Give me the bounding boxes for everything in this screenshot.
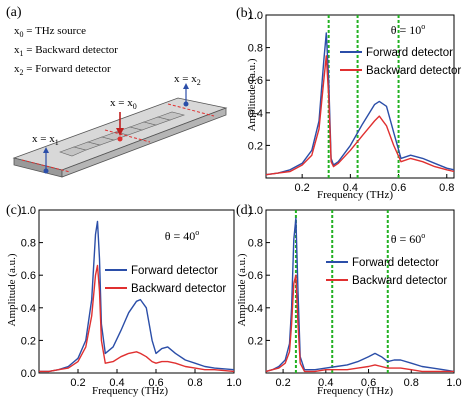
x-tick-label: 0.4 [318, 377, 333, 389]
legend-label: Backward detector [131, 283, 226, 295]
panel-c-label: (c) [6, 203, 22, 218]
legend-label: Forward detector [366, 47, 453, 59]
y-tick-label: 0.6 [21, 270, 36, 282]
y-tick-label: 0.8 [248, 43, 263, 55]
label-x1: x = x1 [32, 133, 59, 147]
legend-label: Forward detector [131, 265, 218, 277]
legend-x1: x1 = Backward detector [14, 44, 118, 58]
y-tick-label: 0.8 [248, 238, 263, 250]
x-tick-label: 0.8 [439, 182, 454, 194]
x-tick-label: 0.6 [148, 377, 163, 389]
y-tick-label: 1.0 [248, 10, 263, 22]
y-tick-label: 0.4 [21, 303, 36, 315]
panel-d-label: (d) [236, 203, 253, 218]
panel-b-label: (b) [236, 6, 253, 21]
angle-label: θ = 40o [165, 228, 200, 243]
x-tick-label: 1.0 [446, 377, 461, 389]
y-tick-label: 0.2 [248, 140, 263, 152]
y-axis-title: Amplitude (a.u.) [236, 253, 248, 326]
legend-label: Backward detector [366, 65, 461, 77]
forward-detector-pointer: x = x2 [174, 73, 201, 107]
x-tick-label: 0.8 [187, 377, 202, 389]
backward-detector-line [265, 55, 455, 176]
x-tick-label: 0.6 [361, 377, 376, 389]
y-tick-label: 0.2 [21, 335, 36, 347]
x-tick-label: 0.4 [343, 182, 358, 194]
panel-c: (c) 0.2 0.4 0.6 0.8 1.0 0.0 0.2 0.4 0.6 0.8 1.0 Forw… [6, 203, 242, 397]
y-tick-label: 0.0 [21, 368, 36, 380]
angle-label: θ = 10o [391, 22, 426, 37]
x-tick-label: 1.0 [226, 377, 241, 389]
y-tick-label: 0.4 [248, 303, 263, 315]
plot-frame [38, 209, 235, 374]
plot-frame [265, 14, 455, 179]
y-tick-label: 0.8 [21, 238, 36, 250]
x-tick-label: 0.6 [391, 182, 406, 194]
source-pointer: x = x0 [110, 97, 137, 142]
x-tick-label: 0.8 [404, 377, 419, 389]
label-x2: x = x2 [174, 73, 201, 87]
y-axis-title: Amplitude (a.u.) [246, 58, 258, 131]
panel-a-label: (a) [6, 5, 22, 20]
backward-detector-line [39, 264, 235, 373]
forward-detector-line [265, 32, 455, 176]
x-axis-title: Frequency (THz) [317, 385, 393, 397]
x-tick-label: 0.2 [70, 377, 85, 389]
panel-b: (b) 0.2 0.4 0.6 0.8 0.2 0.4 0.6 0.8 1.0 Forward de… [236, 6, 461, 201]
x-tick-label: 0.2 [275, 377, 290, 389]
x-tick-label: 0.4 [109, 377, 124, 389]
forward-detector-line [39, 220, 235, 373]
legend-label: Forward detector [352, 257, 439, 269]
y-tick-label: 0.4 [248, 108, 263, 120]
backward-detector-pointer: x = x1 [32, 133, 59, 174]
panel-a: (a) x0 = THz source x1 = Backward detect… [6, 5, 228, 178]
y-tick-label: 0.6 [248, 75, 263, 87]
y-tick-label: 1.0 [21, 205, 36, 217]
angle-label: θ = 60o [391, 231, 426, 246]
panel-d: (d) 0.2 0.4 0.6 0.8 1.0 0.2 0.4 0.6 0.8 1.0 Forward… [236, 203, 462, 397]
x-tick-label: 0.2 [295, 182, 310, 194]
legend-x0: x0 = THz source [14, 25, 86, 39]
y-tick-label: 0.6 [248, 270, 263, 282]
legend-x2: x2 = Forward detector [14, 63, 111, 77]
forward-detector-line [265, 217, 455, 373]
y-axis-title: Amplitude (a.u.) [6, 253, 18, 326]
y-tick-label: 1.0 [248, 205, 263, 217]
backward-detector-line [265, 274, 454, 373]
x-axis-title: Frequency (THz) [92, 385, 168, 397]
label-x0: x = x0 [110, 97, 137, 111]
x-axis-title: Frequency (THz) [317, 189, 393, 201]
plot-frame [265, 209, 455, 374]
y-tick-label: 0.2 [248, 335, 263, 347]
legend-label: Backward detector [352, 275, 447, 287]
schematic-legend: x0 = THz source x1 = Backward detector x… [14, 25, 118, 77]
